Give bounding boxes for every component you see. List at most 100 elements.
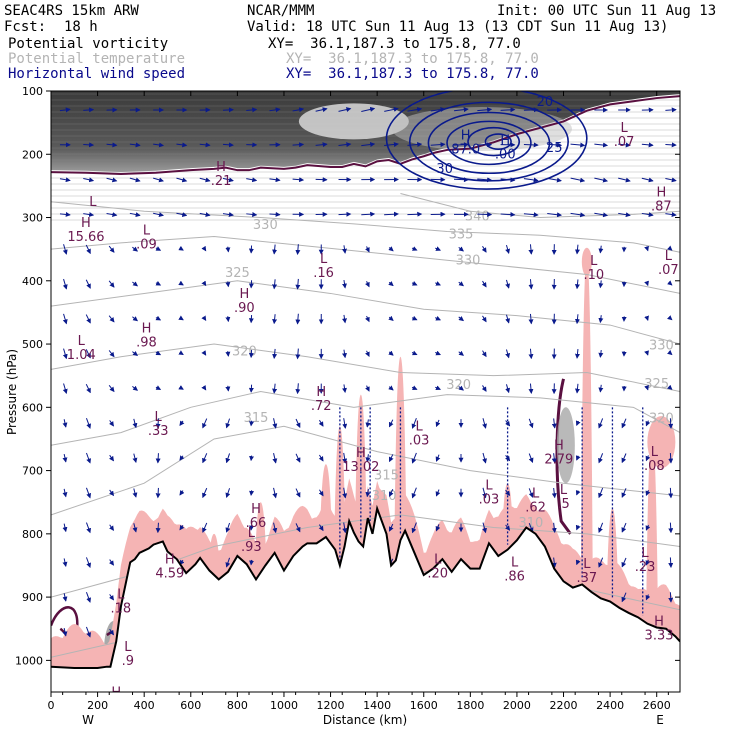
wind-vector <box>155 350 162 356</box>
wind-vector <box>411 487 417 499</box>
wind-vector <box>388 281 394 287</box>
wind-vector <box>178 245 184 251</box>
x-tick-label: 2000 <box>503 699 531 712</box>
theta-contour-label: 325 <box>225 266 250 281</box>
wind-vector <box>179 420 185 426</box>
wind-vector <box>435 281 441 286</box>
wind-vector <box>59 107 71 113</box>
wind-vector <box>645 455 651 462</box>
wind-vector <box>153 177 164 183</box>
cloud-tower <box>646 432 659 626</box>
theta-contour-label: 320 <box>649 412 674 427</box>
wind-vector <box>665 142 677 148</box>
wind-vector <box>85 349 91 359</box>
wind-vector <box>570 177 586 183</box>
wind-vector <box>411 246 418 251</box>
wind-vector <box>644 280 649 287</box>
wind-vector <box>384 106 399 112</box>
wind-vector <box>338 142 352 148</box>
wind-vector <box>454 107 469 113</box>
wind-vector <box>505 384 511 394</box>
extremum-value: .98 <box>136 336 157 351</box>
extremum-letter: H <box>654 614 664 629</box>
wind-vector <box>481 280 487 288</box>
wind-vector <box>342 487 348 499</box>
wind-vector <box>458 246 464 252</box>
extremum-letter: L <box>560 483 568 498</box>
wind-vector <box>108 350 115 358</box>
extremum-letter: H <box>239 287 249 302</box>
field-wind-name: Horizontal wind speed <box>8 66 186 82</box>
extremum-letter: L <box>248 526 256 541</box>
wind-vector <box>132 385 139 391</box>
y-tick-label: 800 <box>22 528 43 541</box>
wind-vector <box>249 525 255 531</box>
extremum-value: .72 <box>311 399 332 414</box>
extremum-value: .20 <box>427 566 448 581</box>
extremum-value: 3.33 <box>645 628 674 643</box>
wind-vector <box>225 453 231 464</box>
x-tick-label: 1200 <box>317 699 345 712</box>
wind-vector <box>458 316 464 322</box>
wind-vector <box>481 385 487 392</box>
wind-vector <box>83 142 95 148</box>
wind-vector <box>272 522 278 534</box>
wind-vector <box>62 419 68 428</box>
wind-vector <box>621 453 627 464</box>
wind-vector <box>85 279 91 289</box>
wind-vector <box>644 385 649 391</box>
extremum-value: 87.0 <box>451 143 480 158</box>
wind-vector <box>85 314 91 324</box>
forecast-hour: 18 h <box>64 19 98 35</box>
plot-area: 330 335 330 325 330 320 320 325 320 315 315 310 310 3… <box>51 91 680 692</box>
wind-vector <box>667 315 673 321</box>
wind-vector <box>132 350 139 357</box>
extremum-value: .9 <box>122 654 134 669</box>
wind-vector <box>62 488 68 498</box>
wind-vector <box>225 316 231 323</box>
west-label: W <box>82 713 94 727</box>
cloud-patch-east <box>647 416 676 469</box>
y-tick-label: 1000 <box>15 654 43 667</box>
wind-vector <box>295 418 301 429</box>
wind-vector <box>365 454 371 463</box>
wind-vector <box>222 212 234 217</box>
wind-vector <box>132 418 138 429</box>
wind-vector <box>62 593 68 602</box>
y-tick-label: 100 <box>22 85 43 98</box>
extremum-letter: L <box>89 195 97 210</box>
wind-vector <box>453 177 469 183</box>
y-tick-label: 500 <box>22 338 43 351</box>
wind-vector <box>388 523 394 532</box>
theta-contour-label: 320 <box>232 345 257 360</box>
wind-vector <box>574 314 580 325</box>
extremum-value: 1.04 <box>67 348 96 363</box>
wind-vector <box>225 385 231 392</box>
wind-vector <box>411 350 418 356</box>
pv-light-patch <box>298 103 409 140</box>
extremum-letter: L <box>651 445 659 460</box>
wind-vector <box>598 280 604 289</box>
wind-vector <box>179 490 185 496</box>
extremum-letter: L <box>434 552 442 567</box>
pv-grey-patch <box>556 407 575 484</box>
wind-vector <box>62 627 68 637</box>
wind-vector <box>272 383 278 394</box>
y-tick-label: 400 <box>22 275 43 288</box>
x-tick-label: 1800 <box>456 699 484 712</box>
wind-vector <box>454 142 469 148</box>
wind-vector <box>318 454 324 462</box>
extremum-value: 15.66 <box>67 230 104 245</box>
x-axis: 0 200 400 600 800 1000 1200 1400 1600 1800 2000 220… <box>48 91 671 712</box>
wind-vector <box>482 452 487 464</box>
wind-vector <box>178 280 184 286</box>
wind-vector <box>641 212 654 218</box>
wind-vector <box>59 211 71 217</box>
wind-vector <box>249 490 255 496</box>
wind-vector <box>361 106 376 112</box>
wind-vector <box>342 314 347 324</box>
wind-vector <box>641 177 654 183</box>
extremum-letter: H <box>500 134 510 149</box>
wind-vector <box>528 244 534 255</box>
